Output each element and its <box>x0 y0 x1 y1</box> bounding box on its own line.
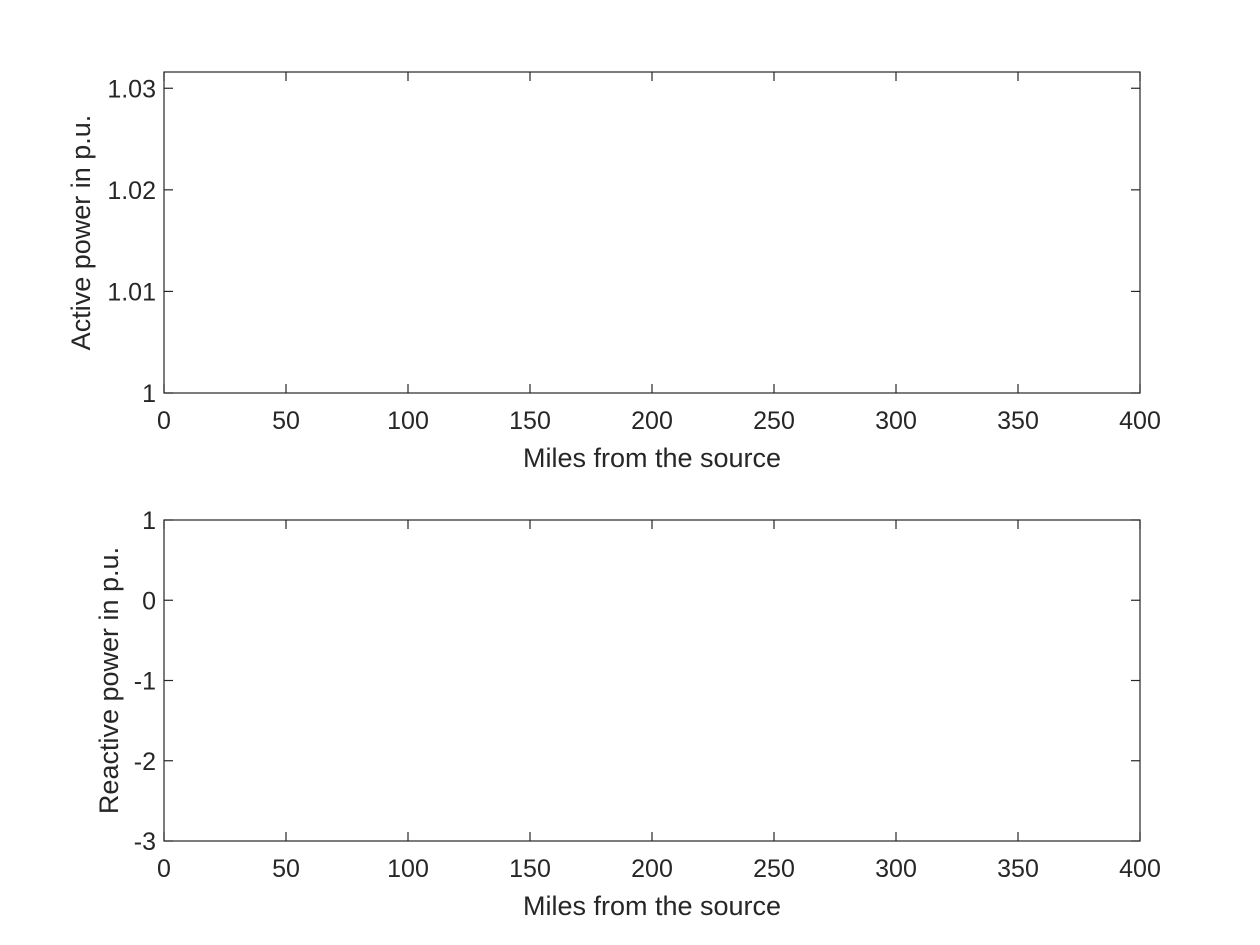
x-axis-label: Miles from the source <box>523 891 781 921</box>
plot-panel-2: 0 50 100 150 200 250 300 350 400 -3 -2 -1 0 1 Miles fr… <box>94 507 1161 921</box>
x-tick-label: 50 <box>272 407 300 435</box>
y-tick-label: 1.02 <box>107 177 156 205</box>
axes-frame <box>163 519 1141 842</box>
y-tick-label: -1 <box>134 668 156 696</box>
x-tick-label: 150 <box>509 855 551 883</box>
x-tick-label: 150 <box>509 407 551 435</box>
x-tick-label: 200 <box>631 855 673 883</box>
x-tick-label: 0 <box>157 407 171 435</box>
y-tick-label: 1 <box>142 507 156 535</box>
y-tick-label: 1.01 <box>107 278 156 306</box>
x-tick-label: 400 <box>1119 407 1161 435</box>
y-tick-label: 1 <box>142 380 156 408</box>
axes-frame <box>163 71 1141 394</box>
x-tick-label: 350 <box>997 407 1039 435</box>
x-tick-label: 200 <box>631 407 673 435</box>
x-tick-label: 300 <box>875 855 917 883</box>
plot-panel-1: 0 50 100 150 200 250 300 350 400 1 1.01 1.02 1.03 Mil… <box>66 71 1161 473</box>
x-tick-label: 100 <box>387 855 429 883</box>
x-tick-label: 0 <box>157 855 171 883</box>
y-axis-label: Reactive power in p.u. <box>94 547 124 814</box>
x-tick-label: 400 <box>1119 855 1161 883</box>
x-axis-label: Miles from the source <box>523 443 781 473</box>
y-tick-label: -3 <box>134 828 156 856</box>
x-tick-label: 300 <box>875 407 917 435</box>
y-tick-label: 0 <box>142 587 156 615</box>
x-tick-label: 50 <box>272 855 300 883</box>
x-tick-label: 250 <box>753 407 795 435</box>
x-tick-label: 100 <box>387 407 429 435</box>
y-tick-label: 1.03 <box>107 75 156 103</box>
y-axis-label: Active power in p.u. <box>66 115 96 351</box>
y-tick-label: -2 <box>134 748 156 776</box>
x-tick-label: 250 <box>753 855 795 883</box>
x-tick-label: 350 <box>997 855 1039 883</box>
